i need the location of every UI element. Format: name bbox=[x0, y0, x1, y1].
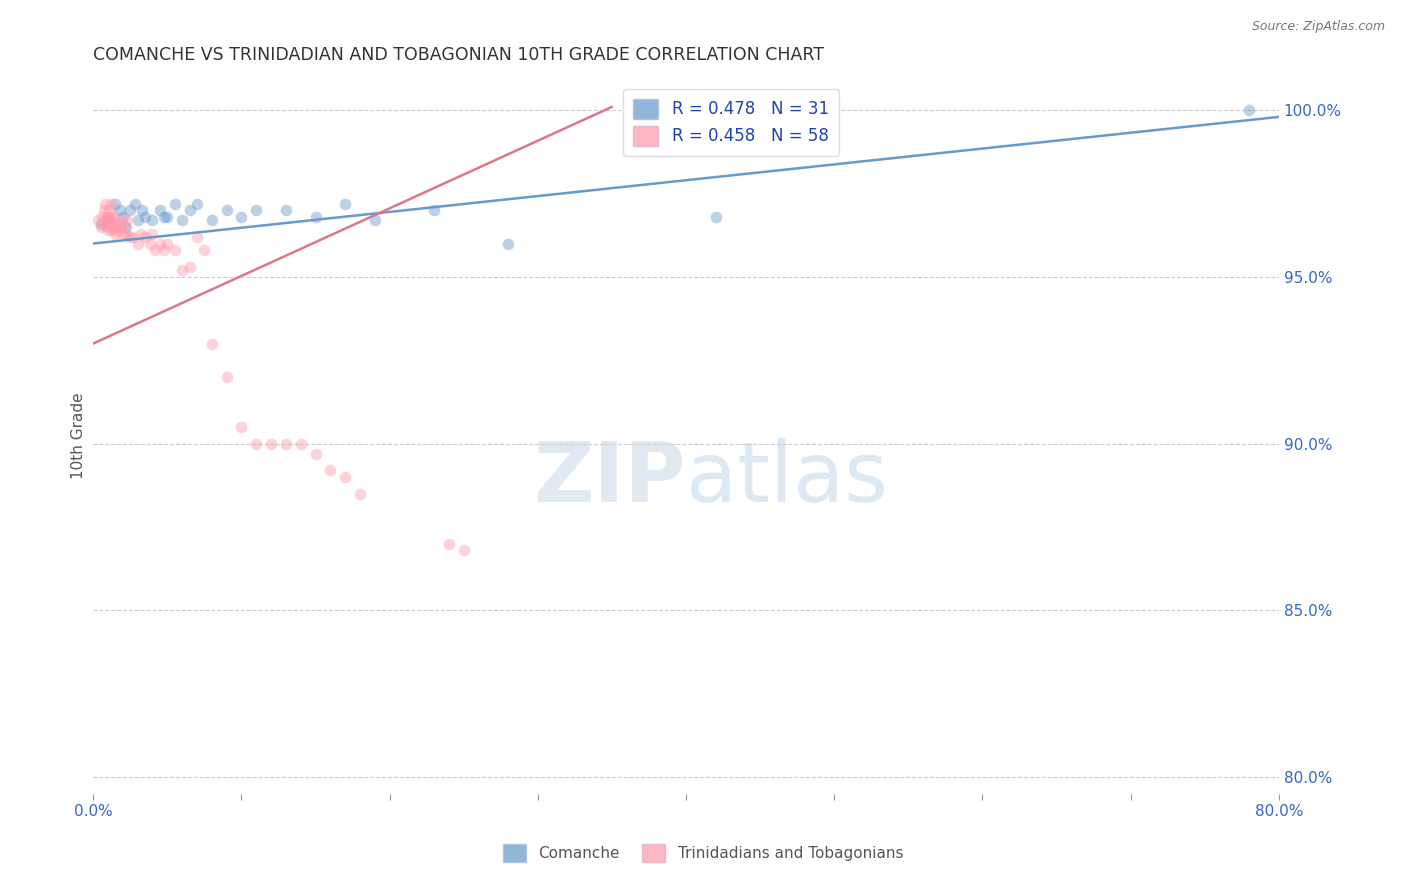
Point bbox=[138, 236, 160, 251]
Point bbox=[93, 203, 115, 218]
Point bbox=[97, 210, 120, 224]
Point bbox=[172, 263, 194, 277]
Point bbox=[122, 230, 145, 244]
Point bbox=[90, 219, 112, 234]
Point bbox=[172, 213, 194, 227]
Point bbox=[97, 213, 120, 227]
Point bbox=[201, 213, 224, 227]
Point bbox=[90, 217, 112, 231]
Point bbox=[114, 219, 136, 234]
Point bbox=[127, 236, 149, 251]
Point bbox=[245, 203, 267, 218]
Point bbox=[179, 260, 201, 274]
Point bbox=[108, 203, 131, 218]
Point bbox=[290, 436, 312, 450]
Point bbox=[104, 227, 127, 241]
Point bbox=[104, 217, 127, 231]
Legend: Comanche, Trinidadians and Tobagonians: Comanche, Trinidadians and Tobagonians bbox=[496, 838, 910, 868]
Point bbox=[104, 196, 127, 211]
Point bbox=[124, 196, 146, 211]
Point bbox=[100, 217, 122, 231]
Point bbox=[105, 223, 128, 237]
Point bbox=[149, 203, 172, 218]
Point bbox=[215, 370, 238, 384]
Point bbox=[134, 210, 156, 224]
Y-axis label: 10th Grade: 10th Grade bbox=[72, 392, 86, 478]
Point bbox=[153, 244, 176, 258]
Point bbox=[231, 210, 253, 224]
Point bbox=[120, 203, 142, 218]
Point bbox=[333, 470, 356, 484]
Point bbox=[201, 336, 224, 351]
Point bbox=[101, 210, 124, 224]
Point bbox=[453, 543, 475, 558]
Point bbox=[112, 219, 135, 234]
Point bbox=[117, 213, 139, 227]
Point bbox=[423, 203, 446, 218]
Point bbox=[304, 210, 326, 224]
Point bbox=[274, 436, 297, 450]
Point bbox=[231, 420, 253, 434]
Point bbox=[364, 213, 387, 227]
Point bbox=[141, 213, 163, 227]
Point bbox=[108, 219, 131, 234]
Point bbox=[145, 244, 167, 258]
Point bbox=[153, 210, 176, 224]
Point bbox=[193, 244, 215, 258]
Point bbox=[163, 244, 186, 258]
Point bbox=[304, 446, 326, 460]
Point bbox=[107, 217, 129, 231]
Point bbox=[97, 223, 120, 237]
Point bbox=[131, 203, 153, 218]
Point bbox=[93, 217, 115, 231]
Point bbox=[127, 213, 149, 227]
Point bbox=[111, 227, 134, 241]
Point bbox=[163, 196, 186, 211]
Text: Source: ZipAtlas.com: Source: ZipAtlas.com bbox=[1251, 20, 1385, 33]
Point bbox=[186, 230, 208, 244]
Text: COMANCHE VS TRINIDADIAN AND TOBAGONIAN 10TH GRADE CORRELATION CHART: COMANCHE VS TRINIDADIAN AND TOBAGONIAN 1… bbox=[93, 46, 824, 64]
Point bbox=[98, 213, 121, 227]
Point bbox=[120, 230, 142, 244]
Point bbox=[96, 210, 118, 224]
Point bbox=[349, 486, 371, 500]
Point bbox=[114, 227, 136, 241]
Point bbox=[274, 203, 297, 218]
Point bbox=[91, 210, 114, 224]
Point bbox=[86, 213, 108, 227]
Point bbox=[134, 230, 156, 244]
Point bbox=[186, 196, 208, 211]
Point bbox=[103, 219, 125, 234]
Point bbox=[103, 210, 125, 224]
Point bbox=[94, 196, 117, 211]
Point bbox=[98, 203, 121, 218]
Point bbox=[179, 203, 201, 218]
Point bbox=[100, 196, 122, 211]
Point bbox=[129, 227, 152, 241]
Point bbox=[496, 236, 519, 251]
Text: ZIP: ZIP bbox=[533, 438, 686, 519]
Point bbox=[149, 236, 172, 251]
Point bbox=[215, 203, 238, 218]
Point bbox=[704, 210, 727, 224]
Point bbox=[437, 536, 460, 550]
Point bbox=[333, 196, 356, 211]
Point bbox=[260, 436, 283, 450]
Point bbox=[245, 436, 267, 450]
Point bbox=[156, 210, 179, 224]
Text: atlas: atlas bbox=[686, 438, 887, 519]
Legend: R = 0.478   N = 31, R = 0.458   N = 58: R = 0.478 N = 31, R = 0.458 N = 58 bbox=[623, 89, 839, 156]
Point bbox=[101, 223, 124, 237]
Point bbox=[110, 213, 132, 227]
Point bbox=[94, 213, 117, 227]
Point bbox=[156, 236, 179, 251]
Point bbox=[141, 227, 163, 241]
Point bbox=[96, 219, 118, 234]
Point bbox=[319, 463, 342, 477]
Point bbox=[1239, 103, 1261, 118]
Point bbox=[111, 210, 134, 224]
